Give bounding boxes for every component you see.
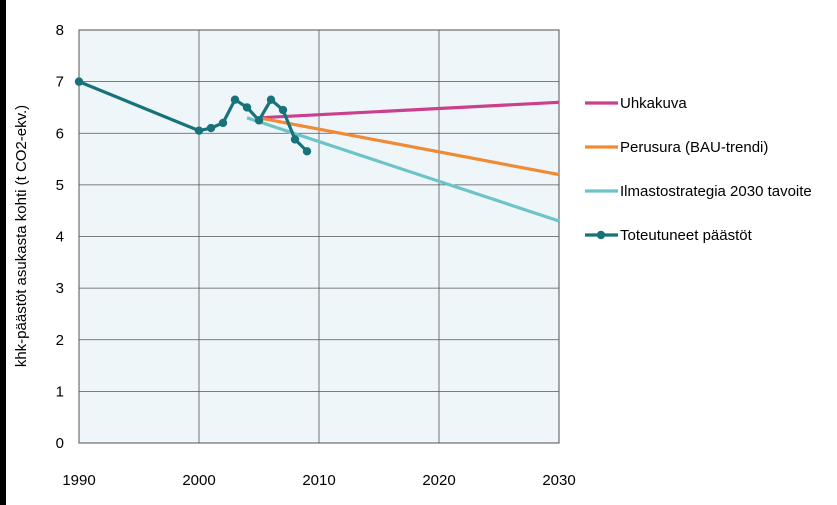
y-tick-label: 4 xyxy=(56,229,64,246)
data-point xyxy=(230,95,240,104)
x-tick-label: 2030 xyxy=(542,472,575,489)
data-point xyxy=(266,95,276,104)
data-point xyxy=(242,103,252,112)
y-tick-label: 3 xyxy=(56,280,64,297)
x-tick-label: 2020 xyxy=(422,472,455,489)
y-tick-label: 2 xyxy=(56,332,64,349)
series-line-0 xyxy=(258,100,560,120)
x-tick-label: 2010 xyxy=(302,472,335,489)
data-point xyxy=(194,126,204,135)
series-line-1 xyxy=(258,116,560,177)
data-point xyxy=(74,77,84,86)
legend-label: Ilmastostrategia 2030 tavoite xyxy=(620,183,812,200)
legend-marker xyxy=(596,230,606,240)
series-line-2 xyxy=(246,116,560,223)
data-point xyxy=(206,123,216,133)
y-axis-title: khk-päästöt asukasta kohti (t CO2-ekv.) xyxy=(13,105,30,367)
x-tick-label: 2000 xyxy=(182,472,215,489)
y-tick-label: 1 xyxy=(56,383,64,400)
data-point xyxy=(218,118,228,128)
legend-label: Perusura (BAU-trendi) xyxy=(620,139,768,156)
legend-label: Uhkakuva xyxy=(620,95,687,112)
data-point xyxy=(254,116,264,125)
y-tick-label: 6 xyxy=(56,125,64,142)
data-point xyxy=(278,105,288,115)
y-tick-label: 0 xyxy=(56,435,64,452)
y-tick-label: 8 xyxy=(56,22,64,39)
data-point xyxy=(290,135,300,144)
data-point xyxy=(302,147,312,156)
line-chart: 1990 2000 2010 2020 2030 0 1 2 3 4 5 6 7 8 Uhkakuva P… xyxy=(13,22,812,489)
y-tick-label: 5 xyxy=(56,177,64,194)
x-tick-label: 1990 xyxy=(62,472,95,489)
y-tick-label: 7 xyxy=(56,74,64,91)
legend-label: Toteutuneet päästöt xyxy=(620,227,753,244)
chart-canvas: 1990 2000 2010 2020 2030 0 1 2 3 4 5 6 7 8 Uhkakuva P… xyxy=(6,0,837,505)
